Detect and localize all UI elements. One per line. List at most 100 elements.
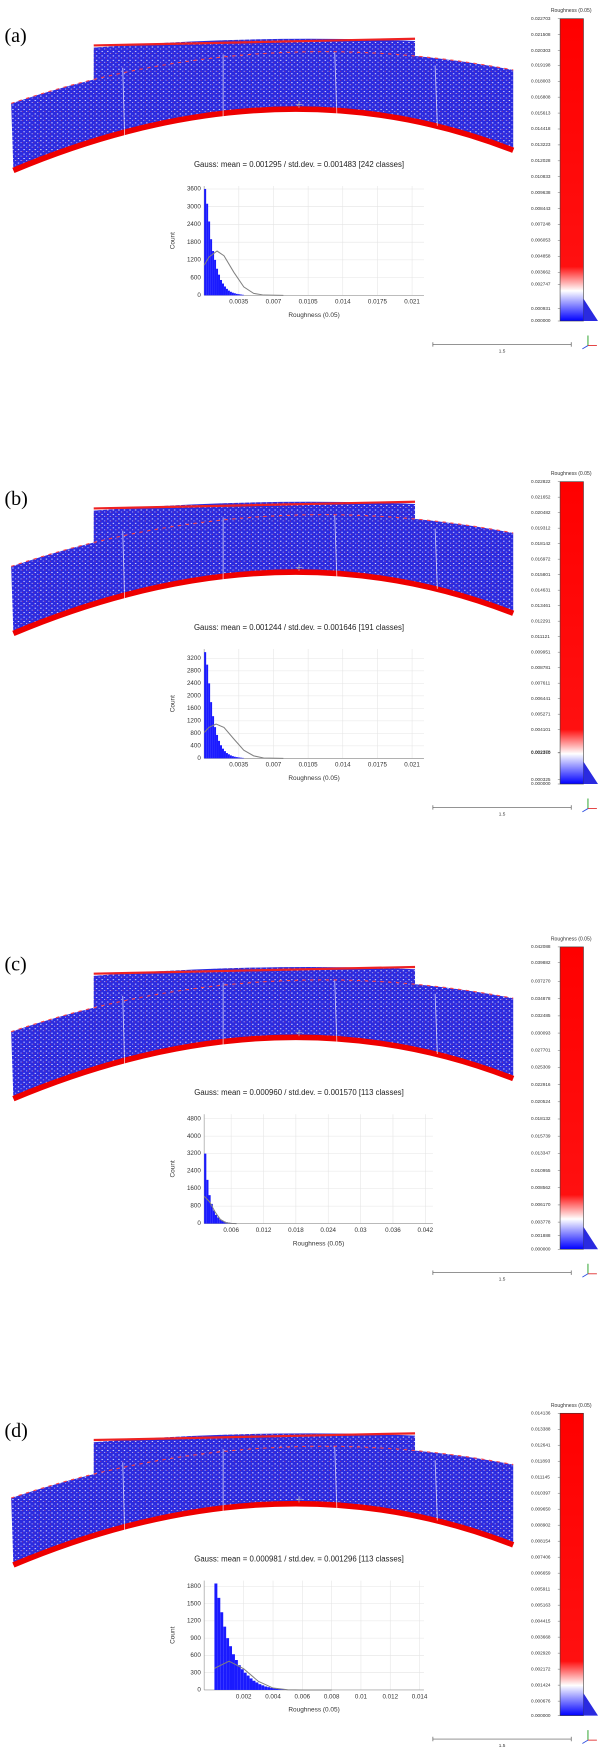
histogram-bar [233,756,236,759]
colorbar-tick-label: 0.005271 [531,711,551,716]
colorbar-tick-label: 0.027701 [531,1047,551,1052]
colorbar [559,18,584,322]
histogram-bar [239,294,242,296]
colorbar [559,481,584,785]
histogram-bar [226,1638,230,1690]
histogram-bar [225,288,228,296]
y-tick-label: 1800 [187,1583,201,1590]
colorbar-tick-label: 0.020303 [531,48,551,53]
point-cloud [11,967,513,1099]
colorbar-tick-label: 0.009650 [531,1506,551,1511]
colorbar-tick-label: 0.013223 [531,142,551,147]
colorbar-tick-label: 0.021652 [531,494,551,499]
histogram-bar [275,1688,279,1690]
colorbar [559,946,584,1250]
gauss-curve [214,1660,332,1691]
y-axis-label: Count [170,695,177,712]
colorbar-tick-label: 0.014631 [531,587,551,592]
panel: (a) Gauss: mean = 0.001295 / std.dev. = 0… [4,8,598,353]
colorbar-tick-label: 0.000676 [531,1698,551,1703]
colorbar-tick-label: 0.008443 [531,206,551,211]
histogram-bar [218,274,221,296]
x-tick-label: 0.0175 [368,299,388,306]
histogram-bar [261,1685,265,1690]
histogram-bar [212,716,215,759]
colorbar-tick-label: 0.006441 [531,696,551,701]
colorbar-title: Roughness (0.05) [551,8,592,14]
histogram-bar [237,1665,241,1690]
histogram-bar [220,745,222,759]
x-tick-label: 0.012 [382,1693,398,1700]
y-tick-label: 2800 [187,668,201,675]
colorbar-tick-label: 0.010833 [531,174,551,179]
histogram-bar [267,1687,271,1690]
y-tick-label: 300 [190,1669,201,1676]
scale-bar-label: 1.5 [499,348,506,353]
y-tick-label: 0 [197,1220,201,1227]
colorbar-tick-label: 0.003668 [531,1634,551,1639]
colorbar-tick-label: 0.002172 [531,1666,551,1671]
y-tick-label: 3200 [187,655,201,662]
colorbar-tick-label: 0.012028 [531,158,551,163]
histogram-bar [231,292,234,296]
histogram-bar [258,1684,262,1690]
colorbar [559,1412,584,1716]
colorbar-tick-label: 0.005163 [531,1602,551,1607]
x-tick-label: 0.042 [418,1227,434,1234]
colorbar-tick-label: 0.004101 [531,727,551,732]
x-tick-label: 0.014 [335,762,351,769]
y-tick-label: 900 [190,1635,201,1642]
histogram-bar [235,293,238,296]
colorbar-tick-label: 0.022822 [531,479,551,484]
histogram-bar [273,1688,276,1690]
colorbar-tick-label: 0.000000 [531,318,551,323]
y-tick-label: 4800 [187,1115,201,1122]
y-tick-label: 0 [197,755,201,762]
x-tick-label: 0.0035 [229,299,249,306]
y-tick-label: 1200 [187,257,201,264]
x-tick-label: 0.0035 [229,762,249,769]
colorbar-tick-label: 0.006053 [531,238,551,243]
x-tick-label: 0.014 [335,299,351,306]
histogram-bar [227,754,230,759]
histogram-bar [232,1654,235,1690]
histogram-bar [204,652,207,759]
histogram-title: Gauss: mean = 0.001295 / std.dev. = 0.00… [194,160,404,169]
colorbar-tick-label: 0.005911 [531,1586,551,1591]
histogram-bar [264,1686,268,1690]
colorbar-tick-label: 0.000000 [531,781,551,786]
y-tick-label: 2400 [187,1168,201,1175]
colorbar-tick-label: 0.019312 [531,525,551,530]
axis-triad [582,345,589,350]
colorbar-tick-label: 0.012641 [531,1442,551,1447]
histogram-bar [229,1646,233,1690]
histogram-bar [243,1672,247,1690]
histogram-bar [233,293,236,296]
histogram-bar [212,251,215,296]
point-cloud [11,39,513,171]
colorbar-tick-label: 0.000325 [531,777,551,782]
x-tick-label: 0.006 [295,1693,311,1700]
gauss-curve [203,250,284,296]
histogram-bar [255,1682,259,1690]
colorbar-tick-label: 0.039882 [531,960,551,965]
x-axis-label: Roughness (0.05) [288,1707,339,1714]
x-tick-label: 0.018 [288,1227,304,1234]
histogram-bar [210,1203,213,1224]
colorbar-tick-label: 0.022916 [531,1082,551,1087]
histogram-bar [239,757,242,759]
colorbar-tick-label: 0.014418 [531,126,551,131]
colorbar-tick-label: 0.008562 [531,1185,551,1190]
histogram-bar [221,1220,224,1224]
colorbar-tick-label: 0.002378 [531,750,551,755]
histogram-bar [270,1687,274,1690]
y-axis-label: Count [170,232,177,249]
histogram-bar [214,1214,218,1224]
x-tick-label: 0.012 [256,1227,272,1234]
histogram-bar [214,259,217,296]
histogram-bar [278,1689,282,1690]
histogram-bar [218,740,221,759]
y-tick-label: 600 [190,1652,201,1659]
y-tick-label: 1600 [187,1185,201,1192]
colorbar-tick-label: 0.002350 [531,750,551,755]
